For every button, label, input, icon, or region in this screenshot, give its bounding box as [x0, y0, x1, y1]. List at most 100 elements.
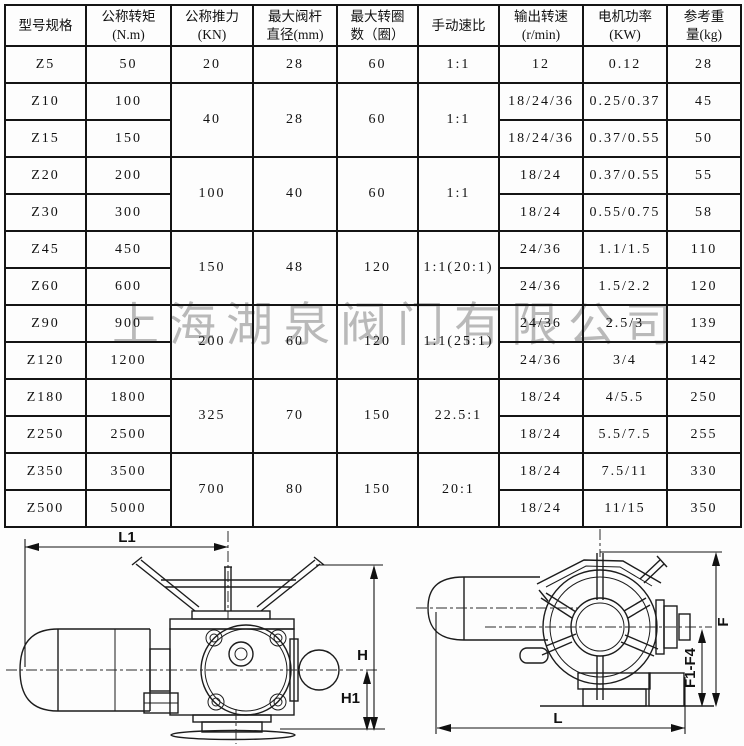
dim-label-f1f4: F1-F4	[682, 647, 699, 688]
handwheel-front	[519, 529, 668, 700]
cell-weight: 120	[666, 267, 742, 306]
cell-model: Z350	[4, 452, 87, 491]
dimension-f: F	[600, 551, 732, 707]
cell-turns: 120	[336, 230, 419, 306]
cell-thrust: 325	[170, 378, 254, 454]
cell-weight: 142	[666, 341, 742, 380]
cell-power: 0.37/0.55	[582, 119, 668, 158]
table-row: Z500 5000 18/24 11/15 350	[4, 489, 742, 528]
table-row: Z90 900 200 60 120 1:1(25:1) 24/36 2.5/3…	[4, 304, 742, 380]
cell-weight: 250	[666, 378, 742, 417]
cell-thrust: 150	[170, 230, 254, 306]
cell-ratio: 20:1	[417, 452, 500, 528]
table-row: Z15 150 18/24/36 0.37/0.55 50	[4, 119, 742, 158]
cell-stem: 28	[252, 82, 338, 158]
cell-weight: 50	[666, 119, 742, 158]
col-header-max-turns: 最大转圈 数（圈）	[336, 4, 419, 47]
cell-turns: 60	[336, 82, 419, 158]
cell-power: 0.12	[582, 45, 668, 84]
cell-ratio: 1:1	[417, 156, 500, 232]
cell-weight: 350	[666, 489, 742, 528]
cell-ratio: 1:1(20:1)	[417, 230, 500, 306]
cell-torque: 100	[85, 82, 172, 121]
table-row: Z10 100 40 28 60 1:1 18/24/36 0.25/0.37 …	[4, 82, 742, 158]
cell-thrust: 700	[170, 452, 254, 528]
base-flange	[170, 709, 296, 744]
cell-torque: 150	[85, 119, 172, 158]
cell-stem: 80	[252, 452, 338, 528]
cell-power: 2.5/3	[582, 304, 668, 343]
col-header-stem-diameter: 最大阀杆 直径(mm)	[252, 4, 338, 47]
cell-speed: 24/36	[498, 304, 584, 343]
cell-turns: 60	[336, 45, 419, 84]
spec-table: 型号规格 公称转矩 (N.m) 公称推力 (KN) 最大阀杆 直径(mm) 最大…	[4, 4, 742, 528]
table-row: Z180 1800 325 70 150 22.5:1 18/24 4/5.5 …	[4, 378, 742, 454]
handwheel-side	[131, 556, 325, 620]
front-view-drawing: L F F1-F4	[416, 529, 732, 734]
crank-handle	[639, 555, 668, 584]
cell-speed: 18/24	[498, 193, 584, 232]
col-header-torque: 公称转矩 (N.m)	[85, 4, 172, 47]
cell-torque: 900	[85, 304, 172, 343]
dim-label-l: L	[553, 710, 562, 727]
cell-weight: 139	[666, 304, 742, 343]
table-row: Z60 600 24/36 1.5/2.2 120	[4, 267, 742, 306]
cell-speed: 18/24/36	[498, 119, 584, 158]
side-view-drawing: L1	[6, 529, 385, 744]
cell-torque: 200	[85, 156, 172, 195]
col-header-weight: 参考重 量(kg)	[666, 4, 742, 47]
cell-torque: 2500	[85, 415, 172, 454]
cell-thrust: 100	[170, 156, 254, 232]
cell-model: Z180	[4, 378, 87, 417]
table-row: Z20 200 100 40 60 1:1 18/24 0.37/0.55 55	[4, 156, 742, 232]
dimension-h: H	[280, 564, 385, 731]
table-row: Z350 3500 700 80 150 20:1 18/24 7.5/11 3…	[4, 452, 742, 528]
cell-turns: 150	[336, 452, 419, 528]
cell-torque: 600	[85, 267, 172, 306]
col-header-thrust: 公称推力 (KN)	[170, 4, 254, 47]
cell-weight: 28	[666, 45, 742, 84]
cell-turns: 150	[336, 378, 419, 454]
cell-weight: 330	[666, 452, 742, 491]
cell-thrust: 200	[170, 304, 254, 380]
cell-power: 4/5.5	[582, 378, 668, 417]
cell-speed: 18/24	[498, 489, 584, 528]
cell-model: Z45	[4, 230, 87, 269]
cell-stem: 40	[252, 156, 338, 232]
table-row: Z5 50 20 28 60 1:1 12 0.12 28	[4, 45, 742, 84]
cell-torque: 1800	[85, 378, 172, 417]
cell-power: 11/15	[582, 489, 668, 528]
dim-label-h: H	[357, 647, 368, 664]
cell-turns: 60	[336, 156, 419, 232]
cell-model: Z15	[4, 119, 87, 158]
cell-thrust: 40	[170, 82, 254, 158]
col-header-model: 型号规格	[4, 4, 87, 47]
cell-power: 3/4	[582, 341, 668, 380]
cell-power: 0.25/0.37	[582, 82, 668, 121]
dimension-h1: H1	[341, 670, 371, 731]
dim-label-l1: L1	[118, 529, 136, 546]
cell-power: 0.55/0.75	[582, 193, 668, 232]
cell-torque: 1200	[85, 341, 172, 380]
cell-weight: 55	[666, 156, 742, 195]
cell-stem: 60	[252, 304, 338, 380]
cell-model: Z30	[4, 193, 87, 232]
cell-model: Z60	[4, 267, 87, 306]
cell-torque: 450	[85, 230, 172, 269]
flange-bolts	[205, 629, 287, 711]
cell-weight: 45	[666, 82, 742, 121]
table-row: Z30 300 18/24 0.55/0.75 58	[4, 193, 742, 232]
cell-power: 5.5/7.5	[582, 415, 668, 454]
cell-model: Z20	[4, 156, 87, 195]
cell-power: 1.5/2.2	[582, 267, 668, 306]
cell-speed: 24/36	[498, 230, 584, 269]
cell-torque: 50	[85, 45, 172, 84]
col-header-motor-power: 电机功率 (KW)	[582, 4, 668, 47]
cell-stem: 28	[252, 45, 338, 84]
terminal-box	[143, 692, 179, 714]
spoke-end-cap	[519, 647, 549, 664]
cell-speed: 18/24/36	[498, 82, 584, 121]
col-header-manual-ratio: 手动速比	[417, 4, 500, 47]
cell-model: Z500	[4, 489, 87, 528]
cell-speed: 18/24	[498, 415, 584, 454]
